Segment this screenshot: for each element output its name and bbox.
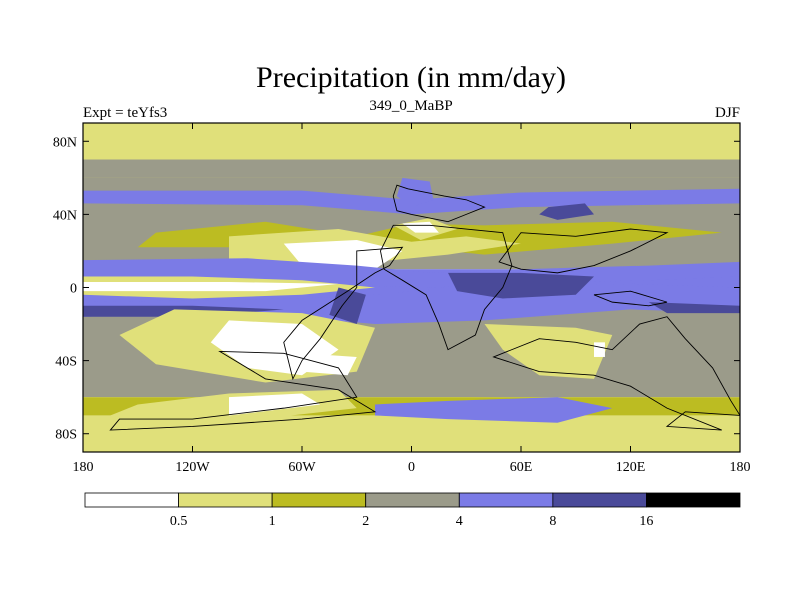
coastline-3 — [283, 246, 404, 381]
colorbar-label: 2 — [362, 514, 369, 529]
y-tick-label: 40N — [53, 208, 77, 223]
precip-region-19 — [229, 393, 321, 416]
colorbar-swatch-3 — [365, 492, 460, 508]
x-tick-label: 180 — [730, 460, 751, 475]
colorbar: 0.5 1 2 4 8 16 — [84, 492, 741, 529]
precip-region-21 — [484, 324, 613, 379]
chart-title: Precipitation (in mm/day) — [256, 61, 566, 94]
time-period-label: 349_0_MaBP — [369, 98, 452, 114]
colorbar-label: 0.5 — [170, 514, 188, 529]
y-tick-label: 80S — [55, 428, 77, 443]
precip-region-20 — [375, 397, 613, 423]
coastline-4 — [109, 350, 377, 431]
colorbar-label: 1 — [269, 514, 276, 529]
colorbar-label: 8 — [549, 514, 556, 529]
colorbar-swatch-6 — [646, 492, 741, 508]
experiment-label: Expt = teYfs3 — [83, 105, 167, 121]
colorbar-swatch-0 — [84, 492, 179, 508]
colorbar-swatch-2 — [271, 492, 367, 508]
x-tick-label: 60E — [510, 460, 533, 475]
y-tick-label: 40S — [55, 355, 77, 370]
precip-region-24 — [402, 221, 439, 233]
precip-region-0 — [83, 159, 740, 178]
coastline-1 — [380, 224, 513, 351]
colorbar-label: 4 — [456, 514, 463, 529]
precip-region-12 — [648, 302, 740, 314]
coastline-2 — [498, 228, 669, 274]
precip-region-22 — [594, 342, 605, 357]
colorbar-swatch-1 — [178, 492, 273, 508]
colorbar-label: 16 — [639, 514, 653, 529]
x-axis-ticks: 180 120W 60W 0 60E 120E 180 — [73, 123, 751, 475]
coastlines — [109, 184, 740, 431]
precip-region-7 — [83, 282, 339, 292]
precip-region-13 — [396, 177, 434, 208]
x-tick-label: 120W — [175, 460, 210, 475]
y-tick-label: 80N — [53, 135, 77, 150]
y-axis-ticks: 80N 40N 0 40S 80S — [53, 135, 740, 443]
x-tick-label: 60W — [288, 460, 316, 475]
y-tick-label: 0 — [70, 282, 77, 297]
precip-region-10 — [448, 272, 594, 299]
colorbar-swatch-4 — [458, 492, 554, 508]
precip-region-17 — [302, 353, 357, 376]
x-tick-label: 180 — [73, 460, 94, 475]
x-tick-label: 120E — [616, 460, 646, 475]
coastline-5 — [492, 316, 740, 431]
precipitation-map — [83, 123, 740, 452]
precip-band-0 — [83, 123, 740, 160]
coastline-0 — [392, 184, 486, 223]
precip-region-14 — [539, 203, 594, 220]
x-tick-label: 0 — [408, 460, 415, 475]
precip-region-4 — [283, 239, 403, 270]
colorbar-swatch-5 — [552, 492, 647, 508]
coastline-6 — [593, 290, 668, 307]
season-label: DJF — [715, 105, 740, 121]
